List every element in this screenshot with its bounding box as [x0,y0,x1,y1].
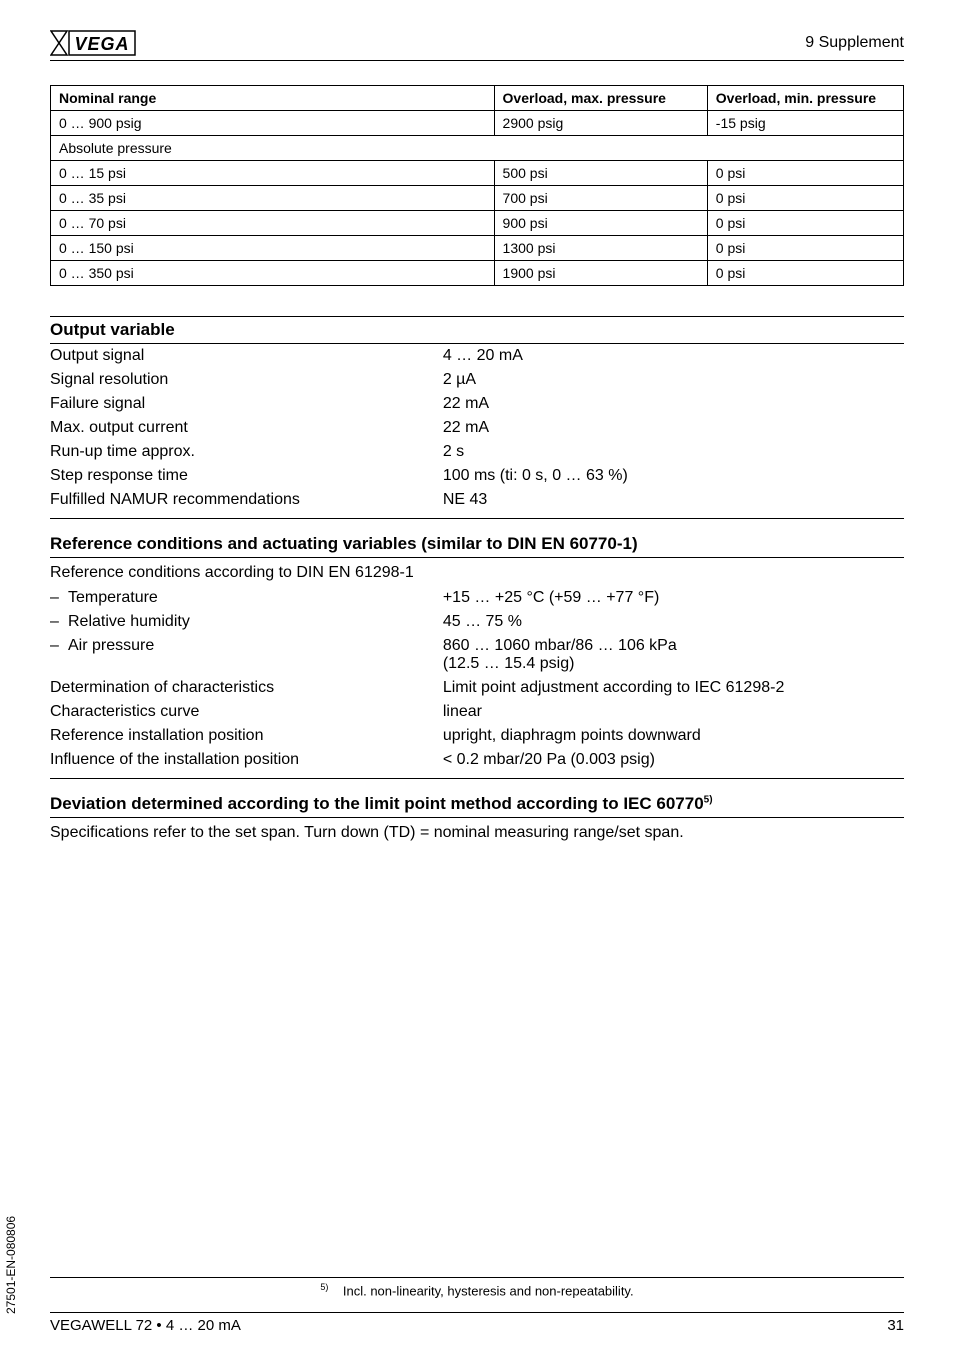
kv-val: 22 mA [443,419,904,437]
dash-icon: – [50,637,68,655]
page: VEGA 9 Supplement Nominal range Overload… [0,0,954,1354]
footer-left: VEGAWELL 72 • 4 … 20 mA [50,1317,241,1334]
vega-logo: VEGA [50,30,136,56]
kv-val: 860 … 1060 mbar/86 … 106 kPa (12.5 … 15.… [443,637,904,673]
page-footer: VEGAWELL 72 • 4 … 20 mA 31 [50,1312,904,1334]
kv-row: Signal resolution2 µA [50,368,904,392]
table-row: 0 … 150 psi1300 psi0 psi [51,236,904,261]
kv-val: NE 43 [443,491,904,509]
kv-val: Limit point adjustment according to IEC … [443,679,904,697]
kv-val: 2 µA [443,371,904,389]
kv-val: 2 s [443,443,904,461]
kv-val: 22 mA [443,395,904,413]
table-cell: 0 psi [707,161,903,186]
kv-row: Max. output current22 mA [50,416,904,440]
table-cell: 500 psi [494,161,707,186]
output-variable-title: Output variable [50,316,904,344]
kv-bullet-row: –Air pressure860 … 1060 mbar/86 … 106 kP… [50,634,904,676]
table-row: 0 … 900 psig2900 psig-15 psig [51,111,904,136]
kv-row: Failure signal22 mA [50,392,904,416]
table-cell: 0 … 35 psi [51,186,495,211]
kv-key: Fulfilled NAMUR recommendations [50,491,443,509]
kv-val: upright, diaphragm points downward [443,727,904,745]
kv-row: Influence of the installation position< … [50,748,904,772]
table-cell: 900 psi [494,211,707,236]
table-cell: 0 psi [707,236,903,261]
kv-val: 4 … 20 mA [443,347,904,365]
table-cell: 1300 psi [494,236,707,261]
header-section: 9 Supplement [805,34,904,52]
side-label: 27501-EN-080806 [4,1216,18,1314]
kv-row: Run-up time approx.2 s [50,440,904,464]
kv-key: Signal resolution [50,371,443,389]
deviation-title-sup: 5) [704,794,713,805]
footnote-num: 5) [320,1282,328,1292]
kv-row: Fulfilled NAMUR recommendationsNE 43 [50,488,904,512]
table-row: Absolute pressure [51,136,904,161]
deviation-body: Specifications refer to the set span. Tu… [50,818,904,846]
kv-key: Run-up time approx. [50,443,443,461]
kv-row: Reference installation positionupright, … [50,724,904,748]
reference-lead: Reference conditions according to DIN EN… [50,558,904,586]
kv-key: Step response time [50,467,443,485]
reference-conditions-title: Reference conditions and actuating varia… [50,531,904,558]
table-row: 0 … 15 psi500 psi0 psi [51,161,904,186]
kv-val: 100 ms (ti: 0 s, 0 … 63 %) [443,467,904,485]
table-row: 0 … 70 psi900 psi0 psi [51,211,904,236]
kv-val: linear [443,703,904,721]
footnote: 5) Incl. non-linearity, hysteresis and n… [50,1282,904,1298]
kv-key: Characteristics curve [50,703,443,721]
table-cell: 2900 psig [494,111,707,136]
kv-row: Characteristics curvelinear [50,700,904,724]
kv-key: Output signal [50,347,443,365]
table-row: 0 … 35 psi700 psi0 psi [51,186,904,211]
dash-icon: – [50,613,68,631]
kv-key: Failure signal [50,395,443,413]
col-min: Overload, min. pressure [707,86,903,111]
deviation-title-text: Deviation determined according to the li… [50,794,704,813]
footer-right: 31 [887,1317,904,1334]
kv-row: Step response time100 ms (ti: 0 s, 0 … 6… [50,464,904,488]
kv-bullet-row: –Temperature+15 … +25 °C (+59 … +77 °F) [50,586,904,610]
table-cell: 0 … 70 psi [51,211,495,236]
col-nominal: Nominal range [51,86,495,111]
table-cell: 1900 psi [494,261,707,286]
kv-key: Determination of characteristics [50,679,443,697]
col-max: Overload, max. pressure [494,86,707,111]
svg-text:VEGA: VEGA [74,34,129,54]
kv-row: Determination of characteristicsLimit po… [50,676,904,700]
table-cell: 0 psi [707,186,903,211]
kv-val: < 0.2 mbar/20 Pa (0.003 psig) [443,751,904,769]
kv-key: Influence of the installation position [50,751,443,769]
dash-icon: – [50,589,68,607]
table-cell: 0 psi [707,211,903,236]
page-header: VEGA 9 Supplement [50,30,904,61]
table-cell: 700 psi [494,186,707,211]
kv-key: Max. output current [50,419,443,437]
table-cell: 0 … 15 psi [51,161,495,186]
kv-key: –Relative humidity [50,613,443,631]
kv-key: –Temperature [50,589,443,607]
kv-key: Reference installation position [50,727,443,745]
overload-table: Nominal range Overload, max. pressure Ov… [50,85,904,286]
table-cell: -15 psig [707,111,903,136]
table-cell: 0 … 350 psi [51,261,495,286]
table-row: 0 … 350 psi1900 psi0 psi [51,261,904,286]
deviation-title: Deviation determined according to the li… [50,791,904,818]
table-cell: 0 psi [707,261,903,286]
table-cell: 0 … 150 psi [51,236,495,261]
table-span-cell: Absolute pressure [51,136,904,161]
kv-bullet-row: –Relative humidity45 … 75 % [50,610,904,634]
footnote-text: Incl. non-linearity, hysteresis and non-… [343,1283,634,1298]
footnote-block: 5) Incl. non-linearity, hysteresis and n… [50,1269,904,1298]
kv-row: Output signal4 … 20 mA [50,344,904,368]
kv-val: +15 … +25 °C (+59 … +77 °F) [443,589,904,607]
kv-key: –Air pressure [50,637,443,655]
table-cell: 0 … 900 psig [51,111,495,136]
table-header-row: Nominal range Overload, max. pressure Ov… [51,86,904,111]
kv-val: 45 … 75 % [443,613,904,631]
